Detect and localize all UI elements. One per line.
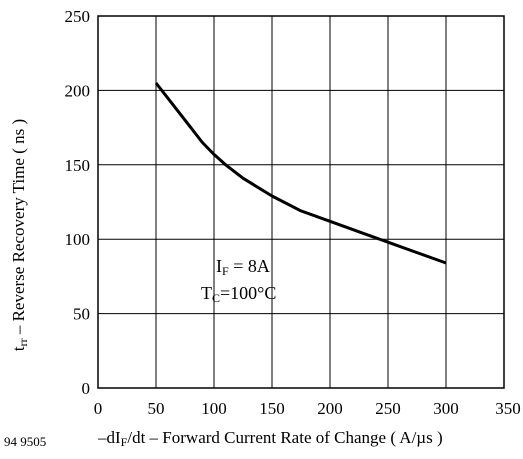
- x-tick-label: 150: [259, 399, 285, 418]
- plot-frame: [97, 15, 505, 389]
- x-tick-label: 50: [148, 399, 165, 418]
- y-tick-label: 250: [65, 7, 91, 26]
- tick-labels: 0 50 100 150 200 250 300 350 0 50 100 150 200 250: [65, 7, 521, 418]
- y-tick-label: 200: [65, 81, 91, 100]
- x-axis-label: –dIF/dt – Forward Current Rate of Change…: [98, 428, 443, 449]
- series-line: [154, 82, 447, 265]
- figure-code: 94 9505: [4, 434, 47, 449]
- annotation-if: IF = 8A: [216, 256, 270, 278]
- grid: [98, 16, 504, 388]
- y-tick-label: 50: [73, 305, 90, 324]
- x-tick-label: 0: [94, 399, 103, 418]
- y-axis-label: trr – Reverse Recovery Time ( ns ): [9, 118, 30, 352]
- annotation-tc: TC=100°C: [201, 283, 277, 305]
- x-tick-label: 250: [375, 399, 401, 418]
- y-tick-label: 100: [65, 230, 91, 249]
- y-tick-label: 150: [65, 156, 91, 175]
- y-tick-label: 0: [82, 379, 91, 398]
- x-tick-label: 350: [495, 399, 521, 418]
- x-tick-label: 200: [317, 399, 343, 418]
- x-tick-label: 100: [201, 399, 227, 418]
- x-tick-label: 300: [433, 399, 459, 418]
